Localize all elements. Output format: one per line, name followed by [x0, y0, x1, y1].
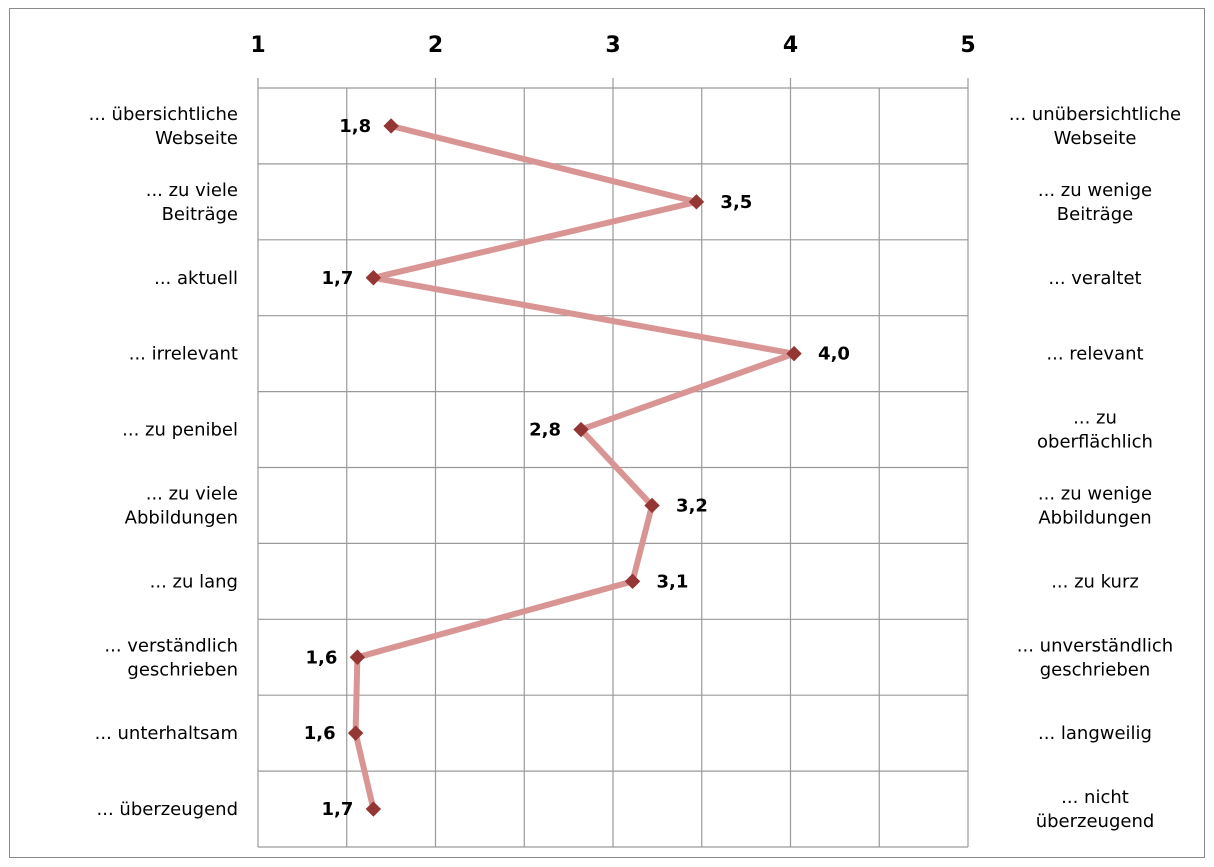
data-point-label: 2,8	[529, 420, 561, 441]
right-pole-label: ... zu wenige Beiträge	[1038, 180, 1152, 225]
right-pole-label: ... zu wenige Abbildungen	[1038, 483, 1152, 528]
left-pole-label: ... zu lang	[150, 571, 238, 592]
right-pole-label: ... unübersichtliche Webseite	[1009, 104, 1181, 149]
right-pole-label-line: oberflächlich	[1037, 432, 1153, 453]
left-pole-label-line: ... aktuell	[154, 268, 238, 289]
data-point-marker	[688, 194, 705, 210]
left-pole-label: ... zu viele Beiträge	[146, 180, 238, 225]
right-pole-label: ... zu kurz	[1051, 571, 1139, 592]
right-pole-label-line: Webseite	[1054, 128, 1137, 149]
right-pole-label-line: ... veraltet	[1048, 268, 1141, 289]
chart-frame	[9, 8, 1205, 858]
left-pole-label: ... verständlich geschrieben	[104, 635, 238, 680]
data-point-label: 1,6	[304, 723, 336, 744]
left-pole-label-line: ... übersichtliche	[89, 104, 238, 125]
data-point-label: 4,0	[818, 344, 850, 365]
right-pole-label: ... nicht überzeugend	[1036, 787, 1155, 832]
left-pole-label: ... irrelevant	[129, 344, 238, 365]
data-point-marker	[365, 801, 382, 817]
data-point-label: 3,5	[720, 192, 752, 213]
right-pole-label: ... relevant	[1046, 344, 1143, 365]
right-pole-label: ... langweilig	[1038, 723, 1152, 744]
right-pole-label: ... unverständlich geschrieben	[1017, 635, 1173, 680]
data-point-marker	[365, 270, 382, 286]
data-point-marker	[383, 118, 399, 134]
right-pole-label: ... veraltet	[1048, 268, 1141, 289]
left-pole-label-line: ... zu lang	[150, 571, 238, 592]
x-tick-label: 5	[960, 33, 975, 58]
left-pole-label: ... unterhaltsam	[95, 723, 238, 744]
data-point-marker	[347, 725, 364, 741]
right-pole-label-line: ... langweilig	[1038, 723, 1152, 744]
right-pole-label-line: ... zu	[1073, 408, 1117, 429]
data-point-marker	[644, 497, 660, 514]
right-pole-label-line: ... nicht	[1061, 787, 1129, 808]
x-tick-label: 1	[250, 33, 265, 58]
x-tick-label: 2	[428, 33, 443, 58]
right-pole-label-line: ... zu wenige	[1038, 180, 1152, 201]
data-point-marker	[624, 573, 641, 590]
data-point-label: 3,2	[676, 495, 708, 516]
right-pole-label-line: ... zu wenige	[1038, 483, 1152, 504]
data-point-label: 1,6	[306, 647, 338, 668]
right-pole-label-line: ... unverständlich	[1017, 635, 1173, 656]
left-pole-label-line: ... zu penibel	[122, 420, 238, 441]
left-pole-label-line: ... irrelevant	[129, 344, 238, 365]
left-pole-label-line: Webseite	[155, 128, 238, 149]
right-pole-label-line: überzeugend	[1036, 811, 1155, 832]
right-pole-label-line: ... zu kurz	[1051, 571, 1139, 592]
data-point-marker	[786, 345, 802, 362]
left-pole-label: ... zu penibel	[122, 420, 238, 441]
right-pole-label-line: Abbildungen	[1038, 507, 1151, 528]
right-pole-label-line: geschrieben	[1040, 659, 1151, 680]
left-pole-label-line: ... verständlich	[104, 635, 238, 656]
left-pole-label: ... übersichtliche Webseite	[89, 104, 238, 149]
left-pole-label-line: ... zu viele	[146, 180, 238, 201]
left-pole-label: ... aktuell	[154, 268, 238, 289]
right-pole-label-line: Beiträge	[1057, 204, 1133, 225]
left-pole-label-line: ... zu viele	[146, 483, 238, 504]
data-point-label: 3,1	[657, 571, 689, 592]
right-pole-label-line: ... relevant	[1046, 344, 1143, 365]
data-point-marker	[349, 649, 366, 665]
left-pole-label-line: ... überzeugend	[97, 799, 238, 820]
x-tick-label: 3	[605, 33, 620, 58]
right-pole-label: ... zu oberflächlich	[1037, 408, 1153, 453]
profile-line	[352, 123, 797, 813]
x-tick-label: 4	[783, 33, 798, 58]
left-pole-label: ... zu viele Abbildungen	[125, 483, 238, 528]
right-pole-label-line: ... unübersichtliche	[1009, 104, 1181, 125]
left-pole-label: ... überzeugend	[97, 799, 238, 820]
left-pole-label-line: Abbildungen	[125, 507, 238, 528]
left-pole-label-line: ... unterhaltsam	[95, 723, 238, 744]
left-pole-label-line: Beiträge	[162, 204, 238, 225]
data-point-label: 1,8	[339, 116, 371, 137]
data-point-label: 1,7	[321, 268, 353, 289]
data-point-label: 1,7	[321, 799, 353, 820]
left-pole-label-line: geschrieben	[127, 659, 238, 680]
data-point-marker	[573, 421, 589, 438]
